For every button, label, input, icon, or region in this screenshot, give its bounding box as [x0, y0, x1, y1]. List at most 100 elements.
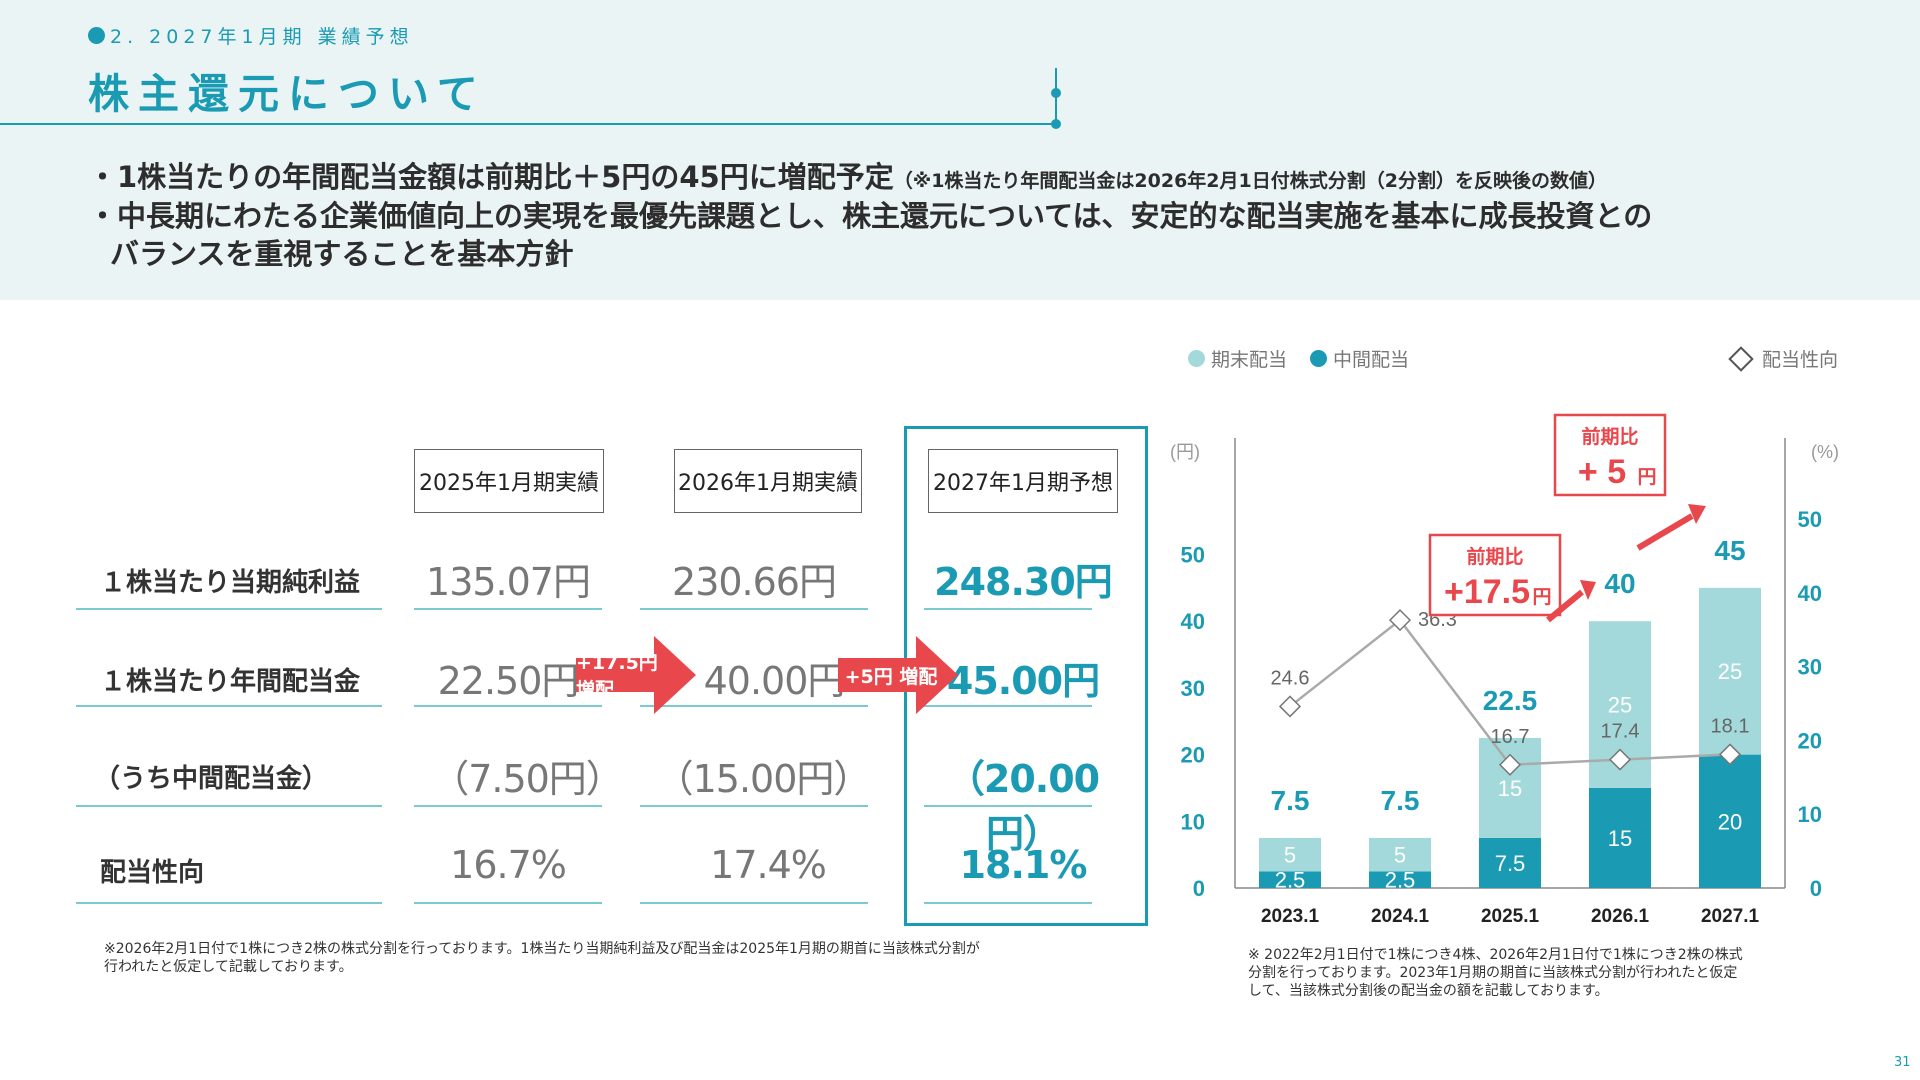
row-underline [924, 705, 1092, 707]
row-underline [640, 705, 868, 707]
callout-2-arrow-head [1688, 504, 1706, 524]
y-tick-right: 40 [1798, 581, 1822, 606]
callout-1-top: 前期比 [1466, 545, 1523, 568]
x-tick-label: 2026.1 [1591, 906, 1650, 927]
bar-end-label: 15 [1498, 776, 1522, 801]
payout-2027: 18.1% [959, 843, 1088, 887]
bar-interim [1699, 754, 1761, 888]
bar-total-label: 7.5 [1381, 785, 1420, 816]
eps-2026: 230.66円 [672, 560, 837, 604]
bar-interim [1259, 871, 1321, 888]
title-node-dot [1051, 119, 1061, 129]
bullet-2: ・中長期にわたる企業価値向上の実現を最優先課題とし、株主還元については、安定的な… [88, 199, 1653, 233]
page-number: 31 [1894, 1055, 1911, 1070]
chart-footnote-line: して、当該株式分割後の配当金の額を記載しております。 [1248, 983, 1609, 999]
y-tick-right: 20 [1798, 728, 1822, 753]
increase-arrow-2: +5円 増配 [838, 636, 958, 714]
title-node-dot [1051, 88, 1061, 98]
payout-point [1278, 695, 1302, 718]
bar-interim [1589, 787, 1651, 888]
callout-2-arrow-shaft [1636, 513, 1694, 551]
col-header-2027: 2027年1月期予想 [928, 449, 1118, 513]
y-tick-left: 10 [1181, 809, 1205, 834]
payout-label: 17.4 [1601, 721, 1640, 743]
callout-1-value: +17.5 [1444, 573, 1530, 611]
col-header-2026: 2026年1月期実績 [674, 449, 862, 513]
payout-2026: 17.4% [710, 843, 827, 887]
callout-2-top: 前期比 [1581, 425, 1638, 448]
table-footnote: ※2026年2月1日付で1株につき2株の株式分割を行っております。1株当たり当期… [104, 940, 980, 976]
bullet-1-note: （※1株当たり年間配当金は2026年2月1日付株式分割（2分割）を反映後の数値） [893, 170, 1607, 192]
legend-interim-label: 中間配当 [1333, 349, 1410, 371]
bar-interim-label: 7.5 [1495, 851, 1526, 876]
callout-1-unit: 円 [1532, 587, 1551, 608]
x-tick-label: 2027.1 [1701, 906, 1760, 927]
payout-label: 18.1 [1711, 715, 1750, 737]
legend-swatch-light [1188, 350, 1205, 367]
payout-point [1718, 743, 1742, 766]
y-tick-right: 10 [1798, 802, 1822, 827]
legend-payout-label: 配当性向 [1762, 349, 1839, 371]
x-tick-label: 2025.1 [1481, 906, 1540, 927]
y-tick-left: 50 [1181, 543, 1205, 568]
x-tick-label: 2023.1 [1261, 906, 1320, 927]
table-footnote-line: ※2026年2月1日付で1株につき2株の株式分割を行っております。1株当たり当期… [104, 941, 980, 957]
bar-interim-label: 15 [1608, 826, 1632, 851]
bar-end [1369, 837, 1431, 872]
bar-interim [1369, 871, 1431, 888]
page-title: 株主還元について [88, 70, 487, 118]
legend-swatch-dark [1310, 350, 1327, 367]
interim-2027: （20.00円） [946, 757, 1100, 856]
row-label-payout: 配当性向 [100, 858, 205, 888]
header-band [0, 0, 1920, 300]
chart-footnote-line: 分割を行っております。2023年1月期の期首に当該株式分割が行われたと仮定 [1248, 965, 1738, 981]
bar-interim-label: 2.5 [1275, 868, 1306, 893]
row-underline [640, 608, 868, 610]
section-label: 2. 2027年1月期 業績予想 [110, 26, 414, 48]
bar-interim [1479, 837, 1541, 888]
row-underline [414, 705, 602, 707]
bar-total-label: 40 [1604, 568, 1635, 599]
row-underline [640, 805, 868, 807]
increase-arrow-2-label: +5円 増配 [844, 665, 938, 688]
row-underline [414, 608, 602, 610]
row-underline [640, 902, 868, 904]
bar-interim-label: 2.5 [1385, 868, 1416, 893]
row-label-eps: １株当たり当期純利益 [100, 568, 361, 598]
right-arrow-icon [576, 636, 696, 714]
y-tick-right: 30 [1798, 655, 1822, 680]
title-rule [0, 123, 1056, 125]
y-axis-right-label: (%) [1811, 442, 1839, 462]
bar-interim-label: 20 [1718, 809, 1742, 834]
y-tick-right: 50 [1798, 507, 1822, 532]
increase-arrow-1-label: +17.5円 増配 [576, 652, 658, 701]
payout-2025: 16.7% [450, 843, 567, 887]
y-tick-left: 0 [1193, 876, 1205, 901]
bar-end-label: 25 [1608, 693, 1632, 718]
row-underline [76, 902, 382, 904]
table-footnote-line: 行われたと仮定して記載しております。 [104, 959, 353, 975]
row-label-dps: １株当たり年間配当金 [100, 667, 361, 697]
callout-1-box [1428, 533, 1562, 617]
payout-point [1388, 609, 1412, 632]
dps-2025: 22.50円 [437, 659, 580, 703]
row-underline [924, 805, 1092, 807]
row-underline [924, 902, 1092, 904]
row-underline [414, 902, 602, 904]
row-underline [924, 608, 1092, 610]
chart-footnote-line: ※ 2022年2月1日付で1株につき4株、2026年2月1日付で1株につき2株の… [1248, 947, 1743, 963]
dps-2027: 45.00円 [946, 659, 1100, 703]
y-axis-left-label: (円) [1170, 442, 1200, 462]
right-arrow-icon [838, 636, 958, 714]
payout-point [1498, 753, 1522, 776]
callout-2-box [1553, 413, 1667, 497]
callout-1-arrow-head [1580, 580, 1596, 600]
legend-interim-dividend: 中間配当 [1310, 345, 1409, 372]
callout-1-arrow-shaft [1546, 589, 1584, 623]
payout-point [1608, 748, 1632, 771]
interim-2026: （15.00円） [655, 757, 872, 801]
bullet-1-text: ・1株当たりの年間配当金額は前期比＋5円の45円に増配予定 [88, 160, 894, 194]
row-underline [76, 805, 382, 807]
bar-total-label: 22.5 [1483, 685, 1538, 716]
col-header-2025: 2025年1月期実績 [414, 449, 604, 513]
